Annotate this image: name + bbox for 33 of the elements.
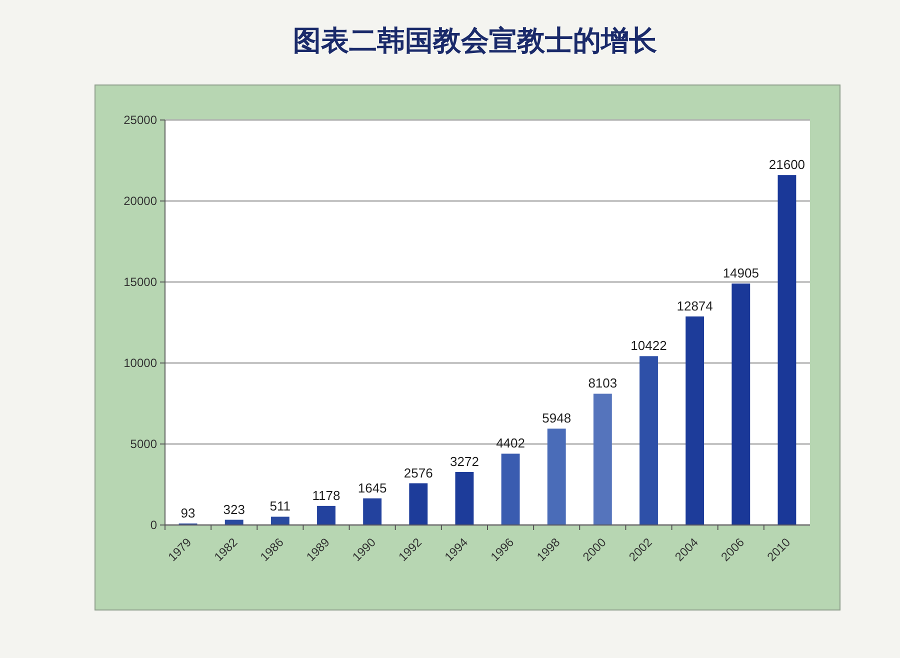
data-label: 323 [223,502,245,517]
data-label: 1178 [312,488,340,503]
data-label: 511 [270,498,291,514]
bar [547,428,566,525]
data-label: 93 [180,505,196,520]
data-label: 4402 [496,436,525,451]
bar [409,483,428,525]
y-tick-label: 0 [150,518,158,532]
bar [270,516,290,525]
bar [363,498,382,525]
y-tick-label: 15000 [124,275,158,289]
bar [501,454,520,525]
bar [640,356,658,525]
data-label: 10422 [630,338,667,354]
bar [732,284,750,525]
data-label: 14905 [722,266,759,281]
bar [455,472,474,525]
y-tick-label: 20000 [124,194,158,208]
y-tick-label: 10000 [124,356,158,370]
data-label: 8103 [588,376,618,391]
bar [593,394,612,525]
data-label: 3272 [450,454,479,469]
chart-title: 图表二韩国教会宣教士的增长 [293,25,657,56]
data-label: 5948 [542,410,572,426]
bar [686,316,704,525]
bar [778,175,796,525]
y-tick-label: 5000 [130,437,158,451]
data-label: 21600 [768,157,806,172]
data-label: 2576 [404,465,433,480]
y-tick-label: 25000 [124,113,158,127]
data-label: 12874 [676,298,713,314]
bar [317,506,336,525]
data-label: 1645 [358,480,387,496]
